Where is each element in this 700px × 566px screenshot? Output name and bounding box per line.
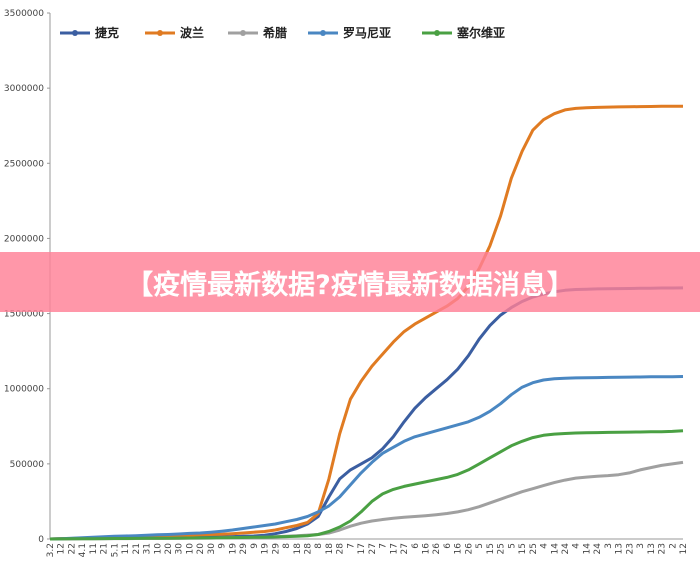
x-tick-label: 5 xyxy=(475,543,485,549)
x-tick-label: 17 xyxy=(389,543,399,554)
series-line xyxy=(49,104,683,541)
x-tick-label: 12 xyxy=(679,543,689,554)
x-tick-label: 22 xyxy=(67,543,77,554)
x-tick-label: 6 xyxy=(443,543,453,549)
legend-marker xyxy=(434,30,440,36)
x-tick-label: 29 xyxy=(271,543,281,555)
legend-marker xyxy=(72,30,78,36)
x-tick-label: 21 xyxy=(100,543,110,554)
x-tick-label: 24 xyxy=(593,543,603,555)
x-tick-label: 9 xyxy=(218,543,228,549)
x-tick-label: 9 xyxy=(250,543,260,549)
series-line xyxy=(49,286,684,541)
x-tick-label: 23 xyxy=(658,543,668,554)
x-tick-label: 28 xyxy=(303,543,313,555)
x-tick-label: 5 xyxy=(507,543,517,549)
x-tick-label: 17 xyxy=(357,543,367,554)
x-tick-label: 23 xyxy=(625,543,635,554)
x-tick-label: 11 xyxy=(89,543,99,554)
x-tick-label: 12 xyxy=(57,543,67,554)
x-tick-label: 27 xyxy=(368,543,378,554)
series-line xyxy=(49,375,684,541)
series-line xyxy=(49,429,684,541)
x-tick-label: 4.1 xyxy=(78,543,88,557)
legend-marker xyxy=(240,30,246,36)
y-tick-label: 3500000 xyxy=(4,9,44,19)
x-tick-label: 14 xyxy=(582,543,592,555)
y-tick-label: 0 xyxy=(38,535,44,545)
x-tick-label: 4 xyxy=(540,543,550,549)
x-tick-label: 14 xyxy=(550,543,560,555)
y-tick-label: 3000000 xyxy=(4,84,44,94)
x-tick-label: 29 xyxy=(239,543,249,555)
y-tick-label: 500000 xyxy=(10,460,45,470)
x-tick-label: 7 xyxy=(379,543,389,549)
legend-label: 希腊 xyxy=(262,25,287,40)
x-tick-label: 19 xyxy=(228,543,238,555)
x-tick-label: 3 xyxy=(604,543,614,549)
y-tick-label: 1000000 xyxy=(4,385,44,395)
x-tick-label: 2 xyxy=(668,543,678,549)
x-tick-label: 4 xyxy=(572,543,582,549)
x-tick-label: 25 xyxy=(497,543,507,554)
x-tick-label: 19 xyxy=(261,543,271,555)
x-tick-label: 24 xyxy=(561,543,571,555)
y-tick-label: 1500000 xyxy=(4,310,44,320)
y-tick-label: 2500000 xyxy=(4,159,44,169)
x-tick-label: 3 xyxy=(636,543,646,549)
x-tick-label: 13 xyxy=(615,543,625,554)
x-tick-label: 15 xyxy=(518,543,528,554)
x-tick-label: 8 xyxy=(282,543,292,549)
x-tick-label: 26 xyxy=(464,543,474,555)
x-tick-label: 30 xyxy=(207,543,217,555)
x-tick-label: 18 xyxy=(293,543,303,555)
x-tick-label: 11 xyxy=(121,543,131,554)
x-tick-label: 25 xyxy=(529,543,539,554)
x-tick-label: 27 xyxy=(400,543,410,554)
x-tick-label: 16 xyxy=(422,543,432,555)
legend-label: 波兰 xyxy=(180,25,204,40)
legend: 捷克 波兰 希腊 罗马尼亚 塞尔维亚 xyxy=(60,25,505,40)
x-tick-label: 28 xyxy=(336,543,346,555)
x-tick-label: 31 xyxy=(143,543,153,554)
x-tick-label: 6 xyxy=(411,543,421,549)
x-tick-label: 21 xyxy=(132,543,142,554)
legend-label: 捷克 xyxy=(95,25,119,40)
x-tick-label: 10 xyxy=(153,543,163,555)
x-tick-label: 5.1 xyxy=(110,543,120,557)
x-tick-label: 3.2 xyxy=(46,543,56,557)
banner: 【疫情最新数据?疫情最新数据消息】 xyxy=(0,252,700,312)
x-tick-label: 30 xyxy=(175,543,185,555)
x-tick-label: 7 xyxy=(346,543,356,549)
x-tick-label: 26 xyxy=(432,543,442,555)
legend-marker xyxy=(320,30,326,36)
x-tick-label: 8 xyxy=(314,543,324,549)
legend-label: 罗马尼亚 xyxy=(343,25,391,40)
x-tick-label: 20 xyxy=(164,543,174,555)
legend-marker xyxy=(157,30,163,36)
x-tick-label: 20 xyxy=(196,543,206,555)
y-tick-label: 2000000 xyxy=(4,234,44,244)
x-tick-label: 16 xyxy=(454,543,464,555)
x-tick-label: 10 xyxy=(185,543,195,555)
x-tick-label: 13 xyxy=(647,543,657,554)
series-line xyxy=(50,460,684,541)
x-tick-label: 18 xyxy=(325,543,335,555)
x-tick-label: 15 xyxy=(486,543,496,554)
legend-label: 塞尔维亚 xyxy=(457,25,505,40)
